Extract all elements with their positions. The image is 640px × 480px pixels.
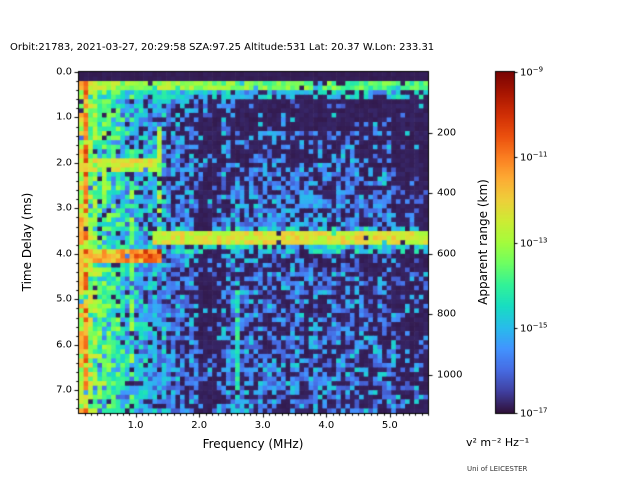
x-tick-label: 5.0 [381, 420, 398, 431]
colorbar-tick-label: 10−11 [520, 150, 548, 164]
colorbar-tick-label: 10−17 [520, 406, 548, 420]
right-axis-tick-label: 200 [437, 127, 457, 139]
y-tick-label: 3.0 [56, 202, 72, 214]
x-tick-label: 4.0 [318, 420, 335, 431]
right-axis-tick-label: 1000 [437, 369, 463, 381]
y-tick-label: 7.0 [56, 384, 72, 396]
y-axis-label: Time Delay (ms) [20, 192, 34, 292]
y-tick-label: 2.0 [56, 157, 72, 169]
y-tick-label: 5.0 [56, 293, 72, 305]
right-axis-tick-label: 400 [437, 187, 457, 199]
x-tick-label: 2.0 [191, 420, 208, 431]
colorbar-unit-label: v² m⁻² Hz⁻¹ [466, 436, 530, 449]
x-axis-label: Frequency (MHz) [202, 437, 304, 451]
figure-title: Orbit:21783, 2021-03-27, 20:29:58 SZA:97… [10, 42, 435, 53]
y-tick-label: 6.0 [56, 339, 72, 351]
colorbar-tick-label: 10−9 [520, 65, 544, 79]
y-tick-label: 1.0 [56, 111, 72, 123]
right-axis-tick-label: 800 [437, 308, 457, 320]
y-tick-label: 4.0 [56, 248, 72, 260]
x-tick-label: 1.0 [127, 420, 144, 431]
x-tick-label: 3.0 [254, 420, 271, 431]
right-axis-label: Apparent range (km) [476, 179, 490, 305]
colorbar-tick-label: 10−13 [520, 235, 548, 250]
colorbar-tick-label: 10−15 [520, 321, 548, 335]
y-tick-label: 0.0 [56, 66, 72, 78]
right-axis-tick-label: 600 [437, 248, 457, 260]
credit-text: Uni of LEICESTER [467, 465, 528, 473]
